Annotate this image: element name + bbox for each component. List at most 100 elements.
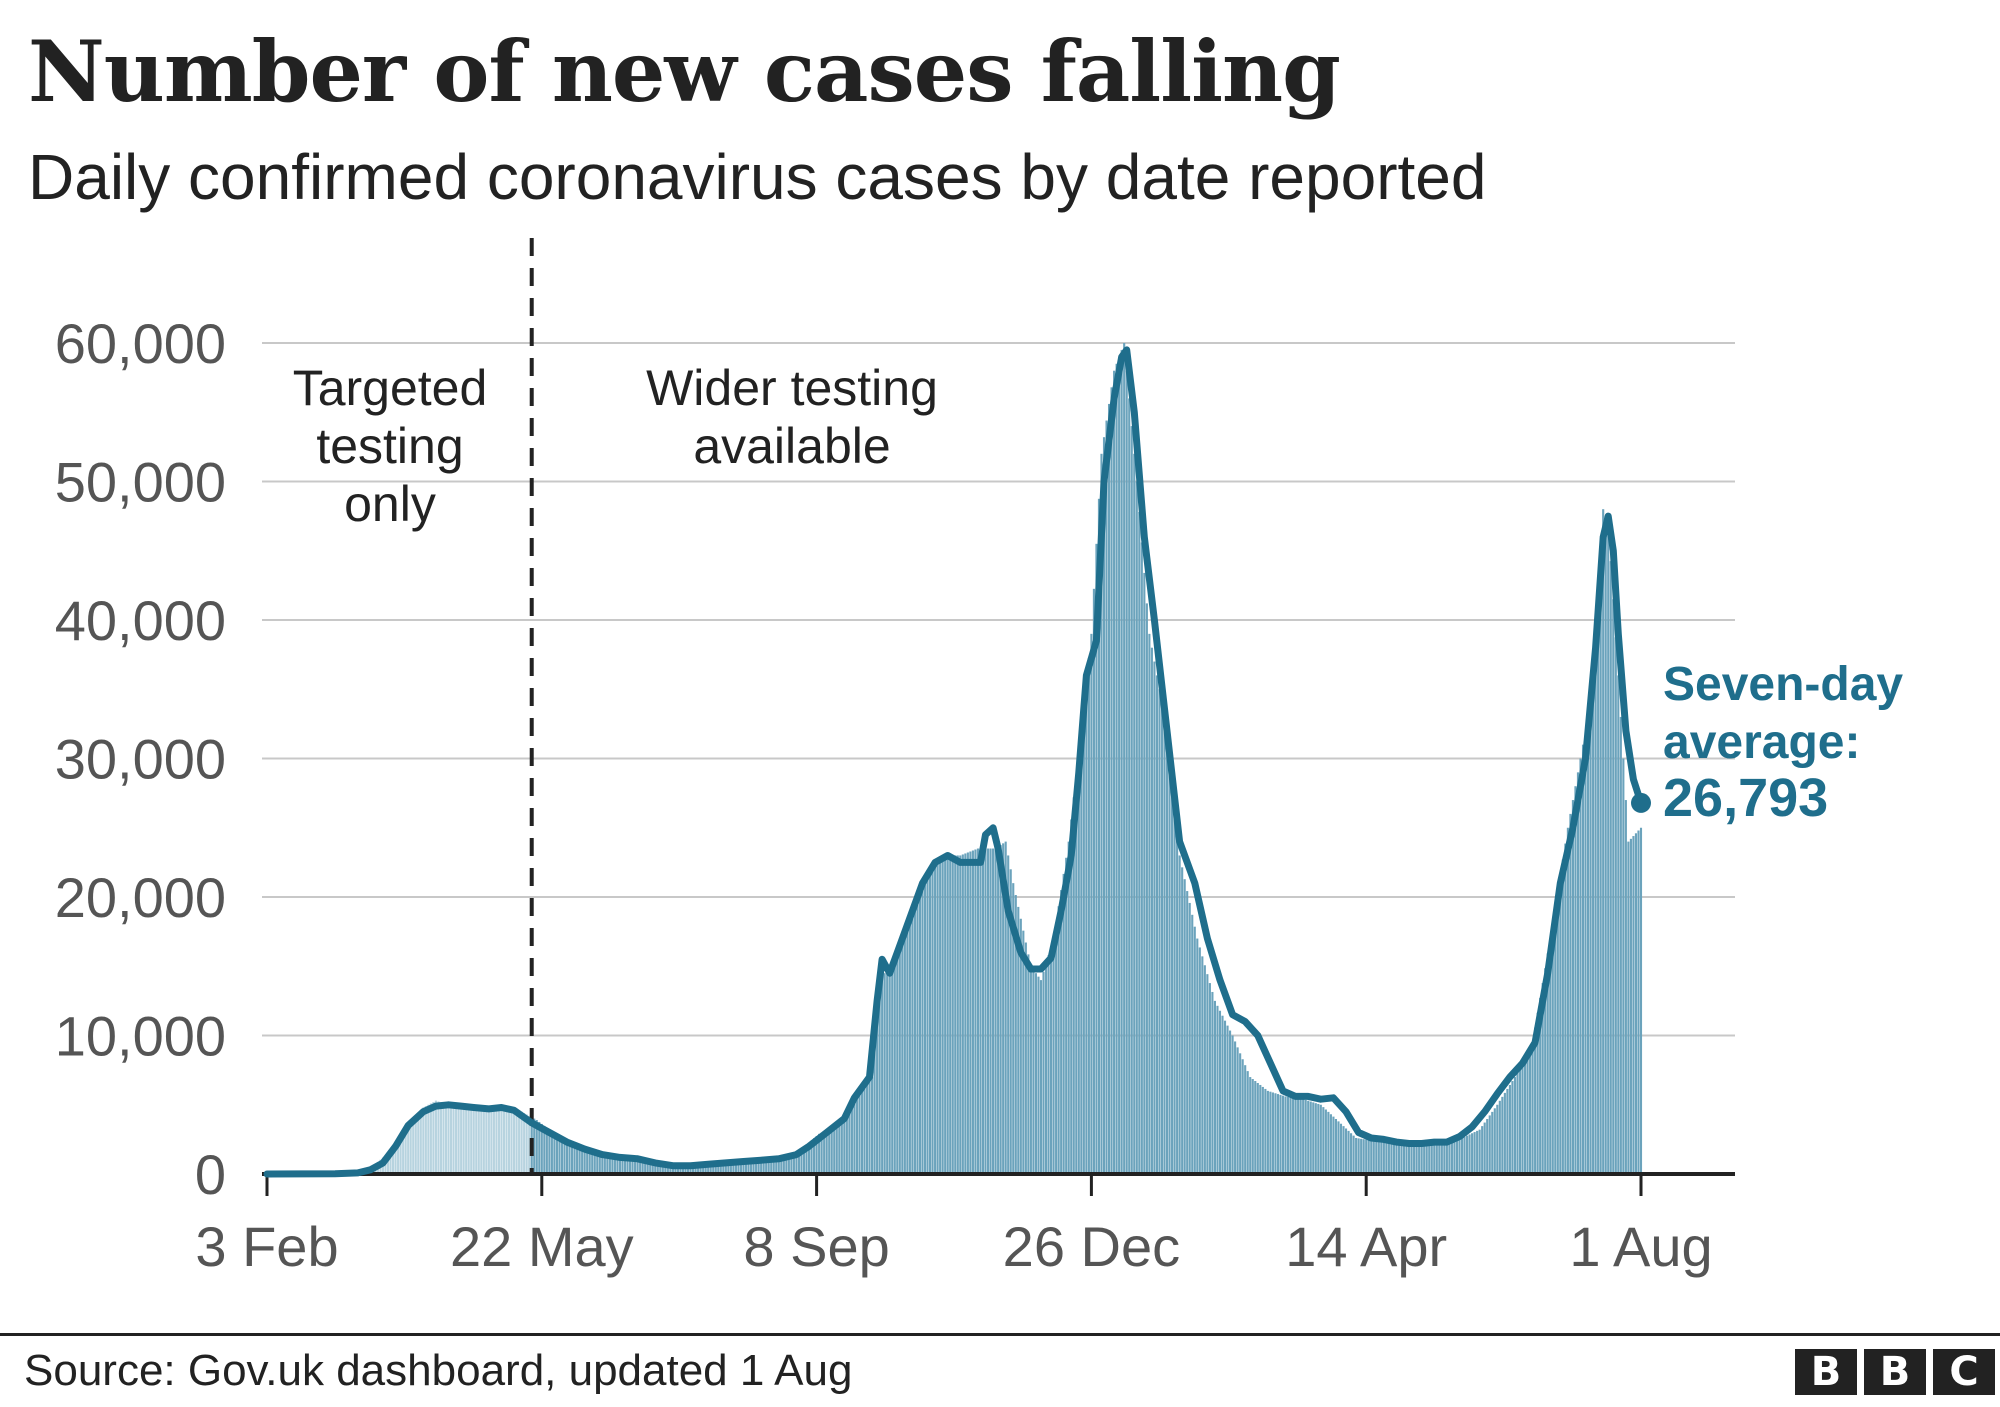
daily-case-bar	[1211, 991, 1214, 1174]
daily-case-bar	[815, 1136, 818, 1174]
daily-case-bar	[439, 1102, 443, 1174]
daily-case-bar	[1370, 1140, 1373, 1174]
daily-case-bar	[394, 1141, 397, 1174]
daily-case-bar	[873, 1044, 876, 1174]
daily-case-bar	[1312, 1102, 1315, 1174]
seven-day-average-label-line: Seven-day	[1663, 658, 1903, 711]
daily-case-bar	[1612, 599, 1615, 1174]
daily-case-bar	[545, 1127, 548, 1174]
daily-case-bar	[1420, 1145, 1423, 1174]
daily-case-bar	[830, 1128, 833, 1174]
daily-case-bar	[1229, 1030, 1232, 1174]
daily-case-bar	[593, 1151, 596, 1174]
daily-case-bar	[780, 1157, 783, 1174]
daily-case-bar	[865, 1084, 869, 1174]
daily-case-bar	[1259, 1084, 1262, 1174]
daily-case-bar	[770, 1158, 773, 1174]
daily-case-bar	[661, 1165, 664, 1174]
daily-case-bar	[974, 849, 977, 1174]
daily-case-bar	[1057, 906, 1060, 1174]
daily-case-bar	[1604, 516, 1607, 1175]
daily-case-bar	[805, 1144, 808, 1174]
daily-case-bar	[472, 1106, 475, 1174]
daily-case-bar	[535, 1119, 538, 1174]
daily-case-bar	[802, 1146, 806, 1174]
daily-case-bar	[1508, 1084, 1511, 1174]
daily-case-bar	[1317, 1103, 1320, 1174]
daily-case-bar	[727, 1161, 730, 1174]
daily-case-bar	[467, 1105, 470, 1174]
daily-case-bar	[1372, 1140, 1375, 1174]
daily-case-bar	[855, 1098, 858, 1174]
x-tick-label: 1 Aug	[1569, 1215, 1712, 1278]
daily-case-bar	[699, 1164, 702, 1174]
daily-case-bar	[1304, 1100, 1307, 1174]
daily-case-bar	[442, 1103, 445, 1174]
daily-case-bar	[881, 976, 884, 1174]
daily-case-bar	[1594, 647, 1597, 1174]
daily-case-bar	[1198, 947, 1201, 1174]
daily-case-bar	[628, 1159, 632, 1174]
daily-case-bar	[1496, 1104, 1499, 1174]
targeted-testing-label: only	[344, 476, 436, 532]
daily-case-bar	[1065, 857, 1068, 1174]
daily-case-bar	[906, 931, 909, 1175]
daily-case-bar	[608, 1156, 611, 1174]
daily-case-bar	[631, 1159, 634, 1174]
daily-case-bar	[1102, 437, 1106, 1174]
daily-case-bar	[1148, 633, 1151, 1174]
daily-case-bar	[1286, 1096, 1290, 1174]
daily-case-bar	[1077, 752, 1080, 1174]
daily-case-bar	[1471, 1133, 1474, 1174]
daily-case-bar	[1309, 1101, 1312, 1174]
daily-case-bar	[1193, 926, 1196, 1174]
daily-case-bar	[424, 1106, 427, 1174]
daily-case-bar	[1395, 1144, 1398, 1174]
daily-case-bar	[1581, 744, 1585, 1174]
daily-case-bar	[1178, 855, 1181, 1174]
daily-case-bar	[868, 1080, 871, 1174]
daily-case-bar	[1440, 1143, 1443, 1174]
daily-case-bar	[939, 859, 942, 1174]
daily-case-bar	[465, 1104, 468, 1174]
daily-case-bar	[1208, 983, 1211, 1174]
daily-case-bar	[863, 1087, 866, 1174]
daily-case-bar	[961, 854, 964, 1174]
daily-case-bar	[475, 1107, 478, 1174]
daily-case-bar	[1072, 797, 1075, 1174]
daily-case-bar	[828, 1129, 831, 1174]
daily-case-bar	[1445, 1142, 1448, 1174]
daily-case-bar	[833, 1127, 836, 1174]
daily-case-bar	[1559, 875, 1562, 1174]
seven-day-average-label-line: 26,793	[1663, 768, 1828, 828]
daily-case-bar	[404, 1125, 407, 1174]
daily-case-bar	[1566, 827, 1569, 1174]
daily-case-bar	[1019, 918, 1022, 1174]
daily-case-bar	[918, 897, 922, 1174]
daily-case-bar	[676, 1165, 679, 1174]
daily-case-bar	[888, 966, 891, 1174]
daily-case-bar	[1433, 1144, 1436, 1174]
daily-case-bar	[1097, 498, 1101, 1174]
daily-case-bar	[1518, 1067, 1522, 1174]
daily-case-bar	[1617, 675, 1620, 1174]
daily-case-bar	[596, 1152, 599, 1174]
daily-case-bar	[1226, 1025, 1229, 1174]
x-axis-ticks: 3 Feb 22 May 8 Sep 26 Dec 14 Apr 1 Aug	[195, 1174, 1713, 1278]
daily-case-bar	[1294, 1098, 1297, 1174]
y-tick-label: 40,000	[55, 589, 226, 652]
daily-case-bar	[525, 1114, 528, 1174]
daily-case-bar	[777, 1157, 780, 1174]
daily-case-bar	[1584, 730, 1587, 1174]
daily-case-bar	[1430, 1144, 1433, 1174]
daily-case-bar	[1173, 809, 1176, 1174]
daily-case-bar	[550, 1131, 553, 1174]
daily-case-bar	[959, 855, 962, 1174]
daily-case-bar	[611, 1156, 614, 1174]
daily-case-bar	[908, 924, 911, 1174]
daily-case-bar	[649, 1162, 652, 1174]
daily-case-bar	[752, 1159, 755, 1174]
daily-case-bar	[941, 855, 944, 1174]
daily-case-bar	[555, 1135, 558, 1174]
